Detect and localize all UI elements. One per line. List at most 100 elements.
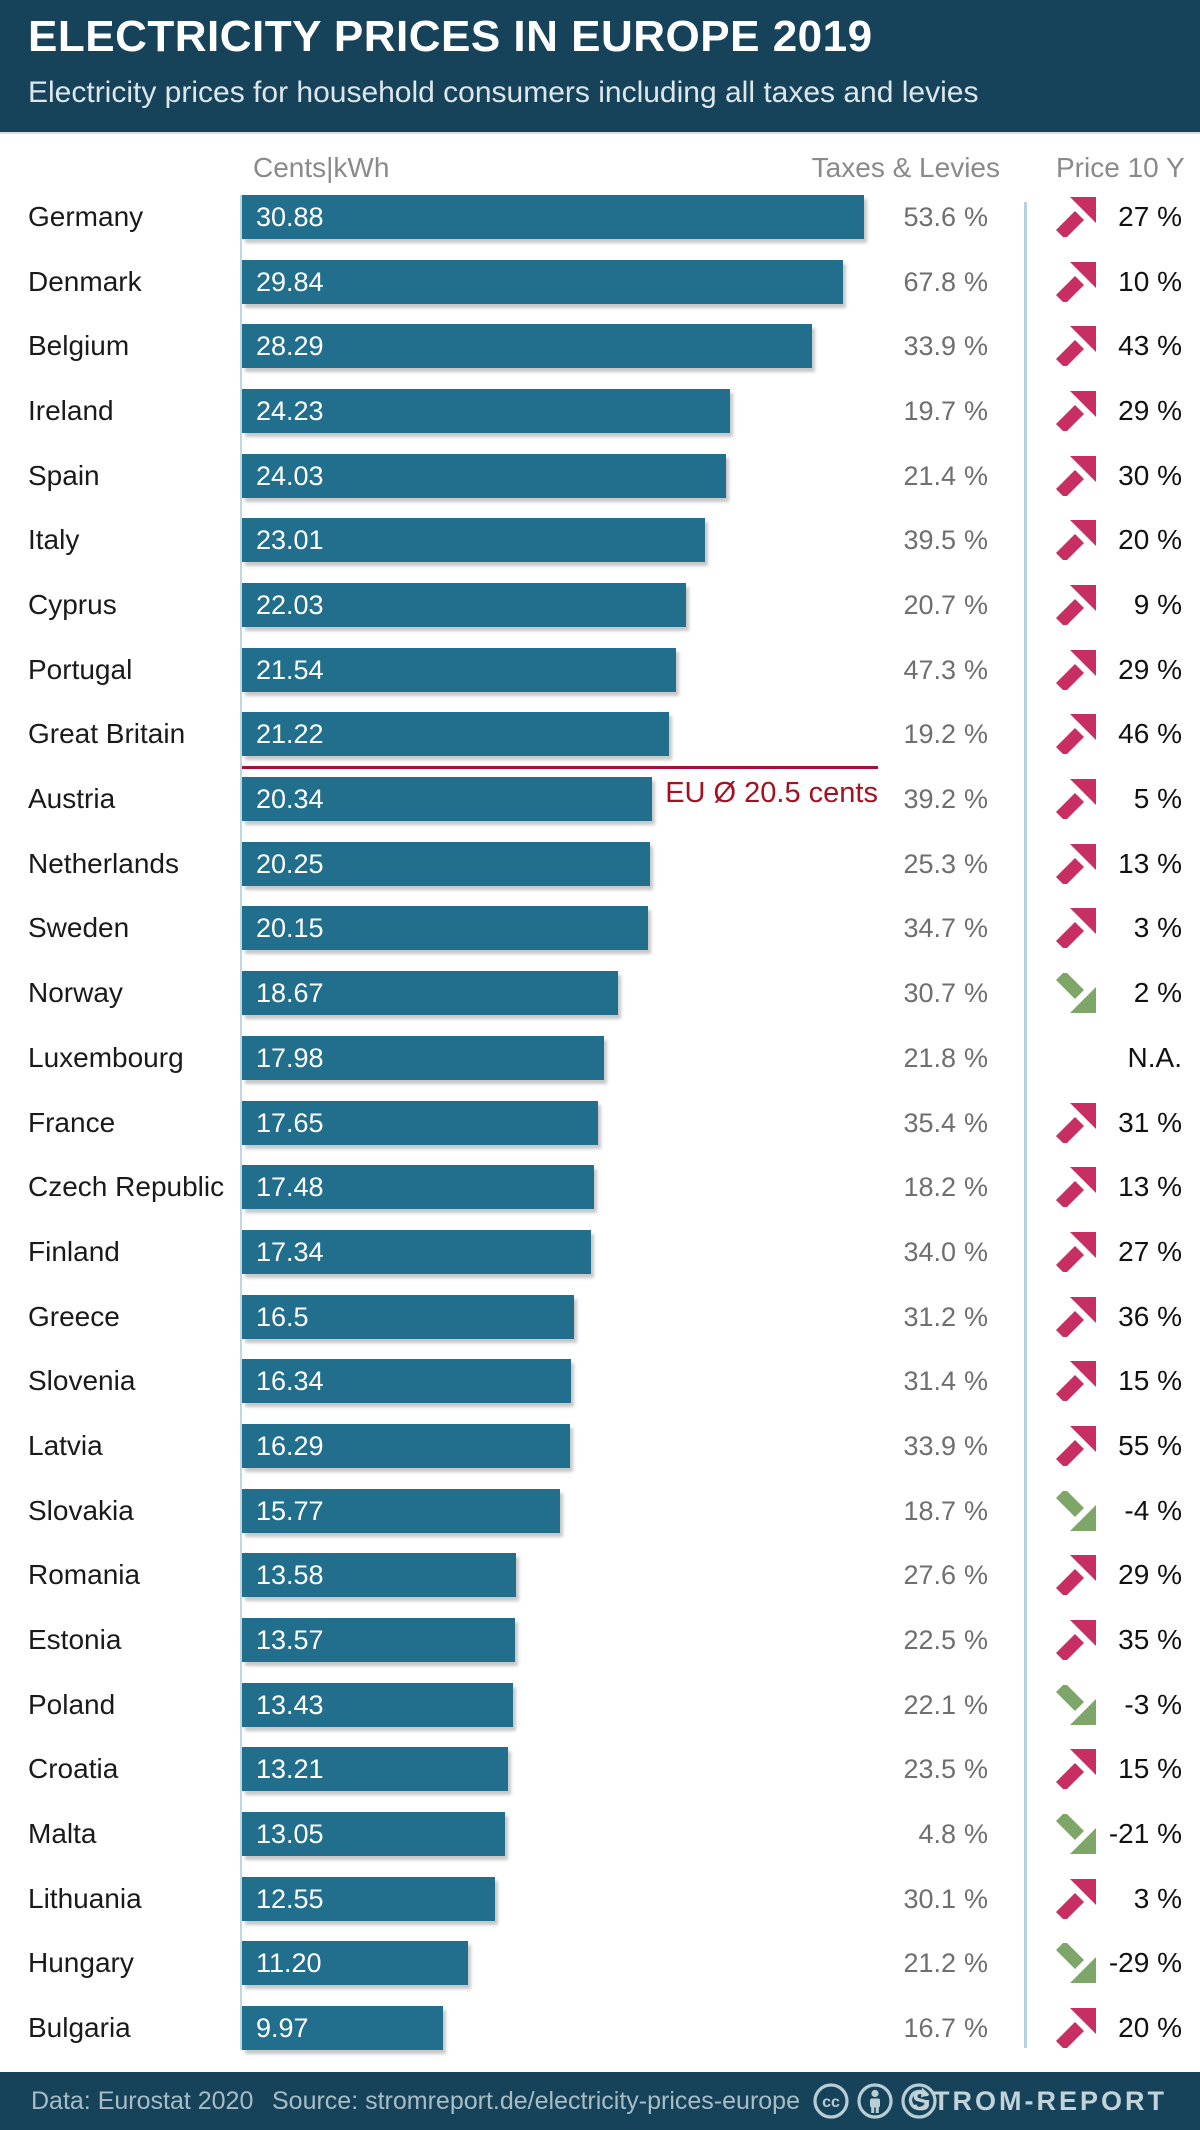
- country-row: Netherlands 20.25 25.3% 13 %: [0, 842, 1200, 886]
- price-bar: 22.03: [242, 583, 686, 627]
- page-title: ELECTRICITY PRICES IN EUROPE 2019: [28, 12, 873, 61]
- price-value-label: 20.34: [256, 784, 324, 814]
- price-10y-value: 36 %: [1118, 1301, 1182, 1332]
- price-10y-cell: -21 %: [1056, 1812, 1182, 1856]
- percent-sign: %: [964, 2013, 989, 2043]
- taxes-levies-value: 39.5%: [840, 518, 988, 562]
- taxes-levies-value: 21.2%: [840, 1941, 988, 1985]
- price-bar: 15.77: [242, 1489, 560, 1533]
- price-10y-value: 3 %: [1133, 1883, 1182, 1914]
- price-bar: 20.34: [242, 777, 652, 821]
- taxes-levies-value: 19.2%: [840, 712, 988, 756]
- percent-sign: %: [964, 396, 989, 426]
- country-label: Malta: [28, 1818, 97, 1849]
- price-10y-cell: 46 %: [1056, 712, 1182, 756]
- price-bar: 9.97: [242, 2006, 443, 2050]
- taxes-levies-value: 21.4%: [840, 454, 988, 498]
- trend-up-icon: [1056, 1167, 1096, 1207]
- price-10y-value: 29 %: [1118, 1559, 1182, 1590]
- price-bar: 13.05: [242, 1812, 505, 1856]
- price-value-label: 18.67: [256, 978, 324, 1008]
- country-label: Slovakia: [28, 1495, 134, 1526]
- taxes-levies-value: 25.3%: [840, 842, 988, 886]
- price-10y-cell: 43 %: [1056, 324, 1182, 368]
- price-value-label: 24.03: [256, 461, 324, 491]
- percent-sign: %: [964, 461, 989, 491]
- price-bar: 24.23: [242, 389, 730, 433]
- trend-down-icon: [1056, 973, 1096, 1013]
- trend-up-icon: [1056, 262, 1096, 302]
- price-10y-value: N.A.: [1127, 1042, 1182, 1073]
- country-label: Italy: [28, 524, 80, 555]
- price-10y-cell: 15 %: [1056, 1747, 1182, 1791]
- price-value-label: 9.97: [256, 2013, 309, 2043]
- country-row: Austria 20.34 39.2% 5 %: [0, 777, 1200, 821]
- column-header-taxes-levies: Taxes & Levies: [811, 152, 1000, 183]
- price-10y-value: 9 %: [1133, 589, 1182, 620]
- taxes-levies-value: 20.7%: [840, 583, 988, 627]
- trend-up-icon: [1056, 1555, 1096, 1595]
- price-10y-value: 27 %: [1118, 201, 1182, 232]
- price-bar: 17.48: [242, 1165, 594, 1209]
- price-value-label: 22.03: [256, 590, 324, 620]
- country-row: Malta 13.05 4.8% -21 %: [0, 1812, 1200, 1856]
- price-10y-cell: 35 %: [1056, 1618, 1182, 1662]
- price-value-label: 21.54: [256, 655, 324, 685]
- trend-up-icon: [1056, 1361, 1096, 1401]
- percent-sign: %: [964, 1108, 989, 1138]
- cc-attribution-icon: [857, 2083, 893, 2119]
- price-value-label: 21.22: [256, 719, 324, 749]
- country-label: Bulgaria: [28, 2012, 131, 2043]
- price-value-label: 16.29: [256, 1431, 324, 1461]
- country-row: Bulgaria 9.97 16.7% 20 %: [0, 2006, 1200, 2050]
- trend-up-icon: [1056, 844, 1096, 884]
- footer-banner: Data: Eurostat 2020 Source: stromreport.…: [0, 2072, 1200, 2130]
- taxes-levies-value: 47.3%: [840, 648, 988, 692]
- price-10y-cell: 27 %: [1056, 1230, 1182, 1274]
- country-label: Estonia: [28, 1624, 122, 1655]
- country-label: France: [28, 1107, 116, 1138]
- country-row: Portugal 21.54 47.3% 29 %: [0, 648, 1200, 692]
- trend-up-icon: [1056, 585, 1096, 625]
- country-label: Latvia: [28, 1430, 103, 1461]
- price-10y-cell: 27 %: [1056, 195, 1182, 239]
- price-value-label: 12.55: [256, 1884, 324, 1914]
- price-bar: 17.34: [242, 1230, 591, 1274]
- percent-sign: %: [964, 913, 989, 943]
- country-row: Luxembourg 17.98 21.8% N.A.: [0, 1036, 1200, 1080]
- taxes-levies-value: 35.4%: [840, 1101, 988, 1145]
- country-row: Romania 13.58 27.6% 29 %: [0, 1553, 1200, 1597]
- taxes-levies-value: 34.0%: [840, 1230, 988, 1274]
- price-10y-value: -3 %: [1124, 1689, 1182, 1720]
- taxes-levies-value: 16.7%: [840, 2006, 988, 2050]
- trend-down-icon: [1056, 1943, 1096, 1983]
- price-bar: 17.65: [242, 1101, 598, 1145]
- country-row: Slovakia 15.77 18.7% -4 %: [0, 1489, 1200, 1533]
- percent-sign: %: [964, 331, 989, 361]
- price-bar: 13.43: [242, 1683, 513, 1727]
- price-10y-cell: 20 %: [1056, 518, 1182, 562]
- percent-sign: %: [964, 202, 989, 232]
- percent-sign: %: [964, 1043, 989, 1073]
- price-value-label: 17.65: [256, 1108, 324, 1138]
- price-10y-cell: 9 %: [1056, 583, 1182, 627]
- country-row: France 17.65 35.4% 31 %: [0, 1101, 1200, 1145]
- price-10y-cell: 10 %: [1056, 260, 1182, 304]
- price-bar: 18.67: [242, 971, 618, 1015]
- price-bar: 13.57: [242, 1618, 515, 1662]
- price-bar: 23.01: [242, 518, 705, 562]
- price-bar: 29.84: [242, 260, 843, 304]
- price-value-label: 20.15: [256, 913, 324, 943]
- country-row: Finland 17.34 34.0% 27 %: [0, 1230, 1200, 1274]
- trend-up-icon: [1056, 650, 1096, 690]
- price-10y-cell: 5 %: [1056, 777, 1182, 821]
- country-row: Slovenia 16.34 31.4% 15 %: [0, 1359, 1200, 1403]
- country-row: Poland 13.43 22.1% -3 %: [0, 1683, 1200, 1727]
- price-10y-value: 46 %: [1118, 718, 1182, 749]
- country-row: Italy 23.01 39.5% 20 %: [0, 518, 1200, 562]
- country-label: Finland: [28, 1236, 120, 1267]
- price-value-label: 11.20: [256, 1948, 322, 1978]
- page-subtitle: Electricity prices for household consume…: [28, 76, 979, 109]
- taxes-levies-value: 4.8%: [840, 1812, 988, 1856]
- price-value-label: 30.88: [256, 202, 324, 232]
